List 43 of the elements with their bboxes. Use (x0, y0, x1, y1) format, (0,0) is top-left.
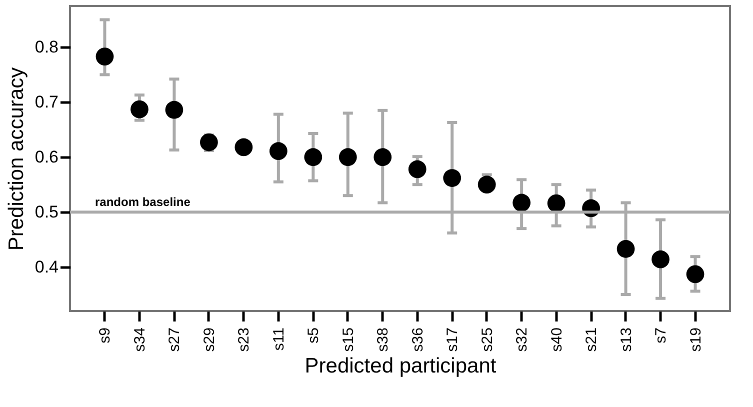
x-tick-label: s19 (687, 328, 704, 352)
y-tick-label: 0.7 (34, 92, 58, 112)
x-tick-label: s29 (200, 328, 218, 352)
point (408, 160, 426, 178)
point (686, 265, 704, 284)
point (304, 148, 322, 166)
x-tick-label: s13 (618, 328, 635, 352)
point (443, 169, 462, 187)
point (374, 148, 392, 166)
point (547, 194, 566, 212)
point (512, 194, 531, 212)
x-tick-label: s40 (548, 328, 566, 352)
point (130, 100, 148, 118)
x-axis-title: Predicted participant (304, 354, 496, 378)
x-tick-label: s34 (131, 328, 148, 352)
point (165, 100, 184, 119)
y-tick-label: 0.8 (34, 38, 58, 57)
x-tick-label: s5 (305, 328, 322, 344)
y-tick-label: 0.4 (34, 258, 58, 277)
x-tick-label: s27 (166, 328, 184, 352)
point (338, 148, 357, 166)
x-tick-label: s32 (514, 328, 531, 352)
point (616, 240, 635, 258)
x-tick-label: s21 (583, 328, 600, 352)
x-tick-label: s7 (652, 328, 670, 344)
y-tick-label: 0.6 (34, 148, 58, 167)
point (234, 138, 253, 156)
y-tick-label: 0.5 (34, 202, 58, 222)
point (200, 133, 218, 152)
x-tick-label: s36 (409, 328, 426, 352)
x-tick-label: s15 (340, 328, 357, 352)
point (478, 176, 496, 194)
x-tick-label: s23 (236, 328, 253, 352)
point (96, 48, 114, 66)
point (652, 250, 670, 268)
x-tick-label: s11 (270, 328, 288, 351)
x-tick-label: s25 (478, 328, 496, 352)
x-tick-label: s17 (444, 328, 462, 352)
x-tick-label: s9 (96, 328, 114, 344)
x-tick-label: s38 (374, 328, 392, 352)
point (269, 142, 288, 160)
ref-line-label: random baseline (95, 195, 191, 210)
y-axis-title: Prediction accuracy (4, 66, 28, 251)
